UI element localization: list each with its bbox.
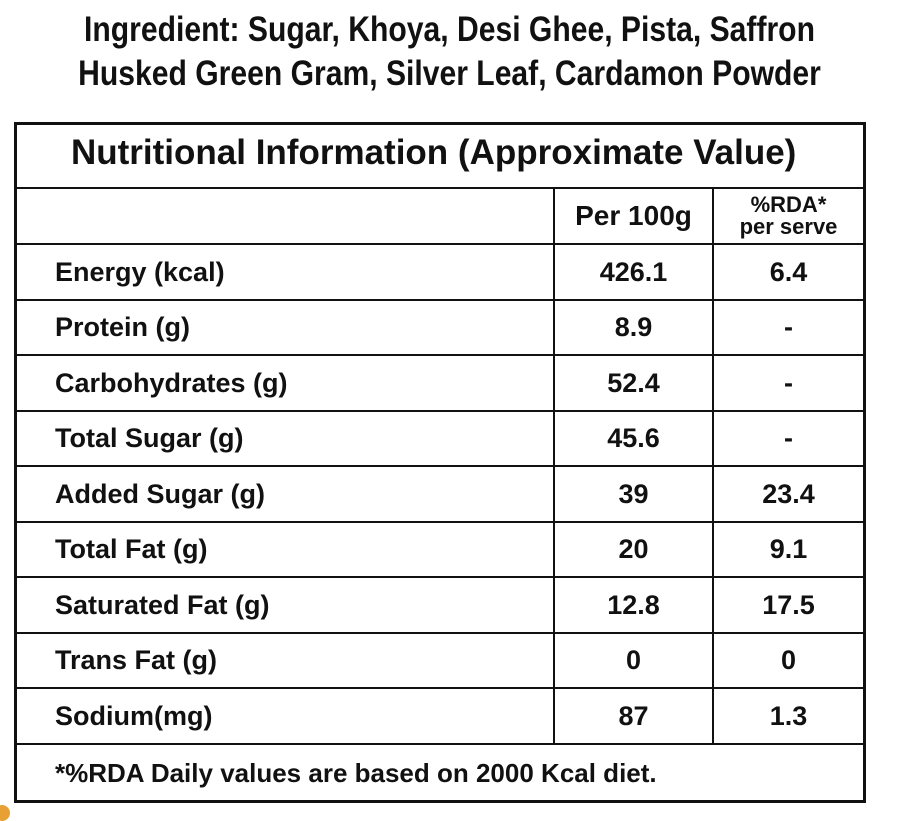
nutrient-name: Total Sugar (g) (55, 423, 244, 453)
nutrient-name: Energy (kcal) (55, 256, 225, 287)
value-rda-per-serve: 23.4 (712, 467, 863, 521)
table-header-row: Per 100g %RDA* per serve (17, 189, 863, 245)
nutrient-name: Saturated Fat (g) (55, 589, 270, 620)
header-rda-line-2: per serve (739, 214, 838, 239)
value-rda-per-serve: - (712, 412, 863, 465)
ingredients-line-2: Husked Green Gram, Silver Leaf, Cardamon… (78, 54, 821, 93)
table-title: Nutritional Information (Approximate Val… (71, 133, 797, 172)
value-per-100g: 12.8 (553, 578, 712, 632)
table-row: Protein (g) 8.9- (17, 301, 863, 356)
header-rda-line-1: %RDA* (750, 192, 827, 217)
value-rda-per-serve: 0 (712, 634, 863, 687)
value-per-100g: 39 (553, 467, 712, 521)
nutrient-name: Protein (g) (55, 312, 190, 342)
nutrient-name: Total Fat (g) (55, 534, 208, 564)
table-row: Saturated Fat (g) 12.8 17.5 (17, 578, 863, 634)
ingredients-line-1: Ingredient: Sugar, Khoya, Desi Ghee, Pis… (84, 10, 815, 49)
value-rda-per-serve: - (712, 301, 863, 354)
table-row: Total Fat (g) 20 9.1 (17, 523, 863, 578)
table-row: Carbohydrates (g) 52.4- (17, 356, 863, 412)
value-rda-per-serve: 6.4 (712, 245, 863, 299)
table-row: Added Sugar (g) 39 23.4 (17, 467, 863, 523)
value-per-100g: 20 (553, 523, 712, 576)
header-rda: %RDA* per serve (712, 189, 863, 243)
table-footnote: *%RDA Daily values are based on 2000 Kca… (55, 758, 657, 788)
ingredients-text: Ingredient: Sugar, Khoya, Desi Ghee, Pis… (63, 8, 836, 96)
nutrient-name: Trans Fat (g) (55, 645, 218, 675)
corner-accent-shape (0, 805, 10, 821)
value-per-100g: 45.6 (553, 412, 712, 465)
value-per-100g: 8.9 (553, 301, 712, 354)
value-rda-per-serve: 1.3 (712, 689, 863, 743)
nutrient-name: Sodium(mg) (55, 700, 213, 731)
nutrient-name: Carbohydrates (g) (55, 367, 288, 398)
nutrition-table: Nutritional Information (Approximate Val… (14, 122, 866, 803)
value-rda-per-serve: - (712, 356, 863, 410)
value-per-100g: 87 (553, 689, 712, 743)
value-per-100g: 0 (553, 634, 712, 687)
table-title-row: Nutritional Information (Approximate Val… (17, 125, 863, 189)
header-per-100g: Per 100g (553, 189, 712, 243)
table-row: Sodium(mg) 87 1.3 (17, 689, 863, 745)
value-per-100g: 426.1 (553, 245, 712, 299)
value-rda-per-serve: 9.1 (712, 523, 863, 576)
table-row: Total Sugar (g) 45.6- (17, 412, 863, 467)
table-row: Energy (kcal) 426.1 6.4 (17, 245, 863, 301)
value-rda-per-serve: 17.5 (712, 578, 863, 632)
header-nutrient (17, 189, 553, 243)
table-footnote-row: *%RDA Daily values are based on 2000 Kca… (17, 744, 863, 803)
table-row: Trans Fat (g) 0 0 (17, 634, 863, 689)
nutrient-name: Added Sugar (g) (55, 478, 265, 509)
value-per-100g: 52.4 (553, 356, 712, 410)
